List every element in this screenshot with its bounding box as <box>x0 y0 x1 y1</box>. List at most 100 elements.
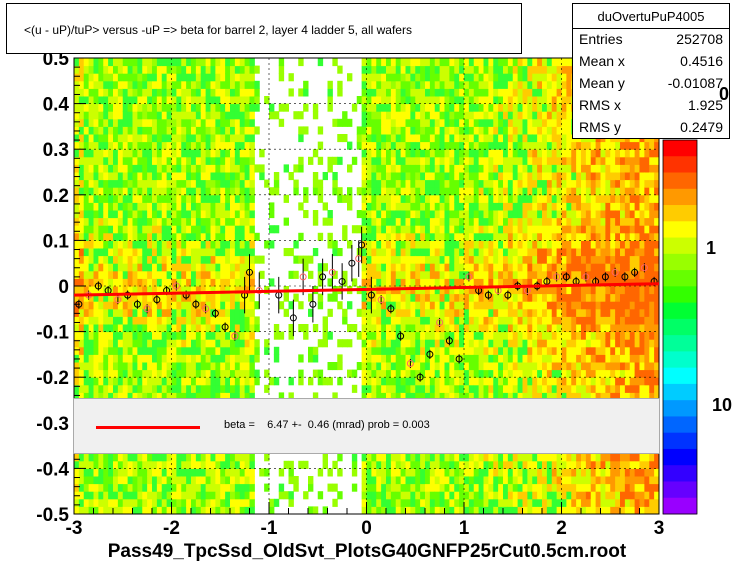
heatmap-cell <box>147 491 153 500</box>
heatmap-cell <box>195 339 202 348</box>
heatmap-cell <box>88 392 94 401</box>
heatmap-cell <box>113 217 119 226</box>
heatmap-cell <box>93 179 99 188</box>
heatmap-cell <box>488 149 494 158</box>
heatmap-cell <box>83 65 90 74</box>
heatmap-cell <box>522 476 528 485</box>
heatmap-cell <box>405 126 411 135</box>
heatmap-cell <box>381 498 387 507</box>
heatmap-cell <box>356 187 363 196</box>
heatmap-cell <box>459 172 465 181</box>
heatmap-cell <box>546 255 553 264</box>
heatmap-cell <box>532 80 538 89</box>
heatmap-cell <box>400 476 406 485</box>
heatmap-cell <box>195 111 202 120</box>
heatmap-cell <box>527 202 533 211</box>
heatmap-cell <box>234 346 241 355</box>
heatmap-cell <box>230 187 236 196</box>
heatmap-cell <box>400 255 406 264</box>
heatmap-cell <box>527 483 533 492</box>
heatmap-cell <box>405 217 411 226</box>
heatmap-cell <box>449 263 455 272</box>
heatmap-cell <box>220 278 226 287</box>
heatmap-cell <box>507 118 514 127</box>
heatmap-cell <box>498 270 504 279</box>
heatmap-cell <box>459 240 465 249</box>
heatmap-cell <box>517 453 523 462</box>
heatmap-cell <box>220 255 226 264</box>
heatmap-cell <box>93 392 99 401</box>
heatmap-cell <box>239 316 246 325</box>
heatmap-cell <box>449 308 455 317</box>
heatmap-cell <box>459 103 465 112</box>
heatmap-cell <box>332 58 338 67</box>
heatmap-cell <box>195 498 202 507</box>
heatmap-cell <box>429 210 436 219</box>
heatmap-cell <box>434 217 441 226</box>
heatmap-cell <box>108 240 114 249</box>
heatmap-cell <box>127 316 133 325</box>
heatmap-cell <box>249 96 255 105</box>
heatmap-cell <box>210 453 216 462</box>
heatmap-cell <box>522 240 528 249</box>
heatmap-cell <box>454 384 460 393</box>
heatmap-cell <box>507 187 514 196</box>
heatmap-cell <box>156 103 163 112</box>
heatmap-cell <box>522 339 528 348</box>
heatmap-cell <box>498 179 504 188</box>
heatmap-cell <box>386 369 392 378</box>
heatmap-cell <box>478 58 484 67</box>
heatmap-cell <box>230 232 236 241</box>
heatmap-cell <box>210 225 216 234</box>
heatmap-cell <box>220 460 226 469</box>
heatmap-cell <box>122 453 129 462</box>
heatmap-cell <box>220 156 226 165</box>
heatmap-cell <box>395 164 402 173</box>
heatmap-cell <box>464 354 470 363</box>
heatmap-cell <box>459 339 465 348</box>
heatmap-cell <box>425 111 431 120</box>
heatmap-cell <box>317 263 324 272</box>
heatmap-cell <box>132 217 138 226</box>
heatmap-cell <box>113 278 119 287</box>
heatmap-cell <box>200 225 207 234</box>
heatmap-cell <box>493 141 499 150</box>
heatmap-cell <box>312 210 319 219</box>
heatmap-cell <box>366 506 372 514</box>
heatmap-cell <box>507 354 514 363</box>
heatmap-cell <box>439 498 445 507</box>
heatmap-cell <box>78 369 85 378</box>
heatmap-cell <box>483 217 489 226</box>
heatmap-cell <box>405 88 411 97</box>
heatmap-cell <box>473 369 480 378</box>
heatmap-cell <box>83 217 90 226</box>
heatmap-cell <box>410 126 416 135</box>
heatmap-cell <box>488 369 494 378</box>
heatmap-cell <box>83 476 90 485</box>
heatmap-cell <box>459 156 465 165</box>
heatmap-cell <box>200 80 207 89</box>
heatmap-cell <box>98 255 104 264</box>
heatmap-cell <box>108 384 114 393</box>
heatmap-cell <box>503 369 509 378</box>
heatmap-cell <box>152 286 158 295</box>
heatmap-cell <box>161 248 168 257</box>
heatmap-cell <box>483 164 489 173</box>
heatmap-cell <box>108 248 114 257</box>
heatmap-cell <box>449 324 455 333</box>
heatmap-cell <box>483 453 489 462</box>
heatmap-cell <box>512 453 519 462</box>
heatmap-cell <box>454 392 460 401</box>
heatmap-cell <box>225 468 231 477</box>
heatmap-cell <box>88 217 94 226</box>
heatmap-cell <box>195 240 202 249</box>
heatmap-cell <box>478 80 484 89</box>
heatmap-cell <box>249 225 255 234</box>
heatmap-cell <box>556 362 562 371</box>
heatmap-cell <box>342 308 348 317</box>
heatmap-cell <box>166 331 172 340</box>
heatmap-cell <box>103 316 109 325</box>
heatmap-cell <box>351 453 358 462</box>
heatmap-cell <box>122 149 129 158</box>
heatmap-cell <box>122 202 129 211</box>
